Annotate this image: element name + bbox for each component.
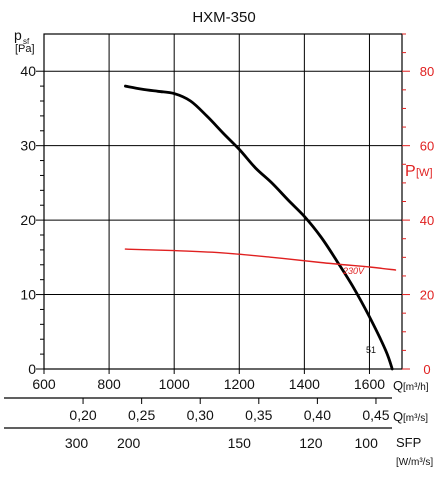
left-axis-subscript: sf [23,37,30,46]
secondary-tick-label: 200 [117,435,141,451]
secondary-tick-label: 0,40 [304,407,331,423]
x-ticks: 600 800 1000 1200 1400 1600 [32,369,385,392]
pressure-curve-line [124,84,394,371]
secondary-tick-label: 300 [65,435,89,451]
x-axis-unit: [m³/h] [403,382,429,393]
x-tick-label: 1000 [159,376,190,392]
right-tick-label: 20 [420,288,434,303]
left-axis-unit: [Pa] [15,43,35,55]
x-axis-label: Q [m³/h] [393,378,429,393]
secondary-axis-sfp: SFP [W/m³/s] 300 200 150 120 100 [4,427,433,468]
sfp-symbol: SFP [396,435,421,450]
x-tick-label: 1200 [224,376,255,392]
secondary-tick-label: 0,30 [187,407,214,423]
right-tick-label: 40 [420,213,434,228]
left-tick-label: 20 [20,212,36,228]
x-tick-label: 600 [32,376,56,392]
secondary-tick-label: 100 [355,435,379,451]
right-axis-unit: [W] [416,167,433,179]
series-labels: 51 230V [342,266,376,355]
plot-frame [43,33,403,370]
right-axis-label: P [W] [405,163,433,180]
flow-m3s-unit: [m³/s] [403,413,428,424]
pressure-curve-label: 51 [366,345,376,355]
x-axis-symbol: Q [393,378,403,393]
right-tick-label: 80 [420,64,434,79]
left-axis-symbol: p [14,27,22,43]
left-tick-label: 40 [20,63,36,79]
plot-border [43,33,403,370]
chart-title: HXM-350 [192,9,255,26]
grid [44,34,402,369]
power-curve-label: 230V [342,266,365,276]
sfp-unit: [W/m³/s] [396,457,433,468]
right-axis-symbol: P [405,163,416,180]
secondary-axis-flow-m3s: Q [m³/s] 0,20 0,25 0,30 0,35 0,40 0,45 [4,397,428,424]
x-tick-label: 1600 [354,376,385,392]
secondary-tick-label: 0,45 [362,407,389,423]
secondary-tick-label: 0,35 [245,407,272,423]
left-tick-label: 30 [20,138,36,154]
secondary-tick-label: 120 [299,435,323,451]
secondary-tick-label: 0,20 [69,407,96,423]
right-tick-label: 0 [423,362,430,377]
left-tick-label: 0 [28,361,36,377]
left-tick-label: 10 [20,287,36,303]
right-y-ticks: 0 20 40 60 80 [402,33,434,377]
secondary-tick-label: 0,25 [128,407,155,423]
left-y-ticks: 0 10 20 30 40 [20,63,44,377]
series-lines [124,84,397,371]
power-curve-line [124,248,397,271]
right-tick-label: 60 [420,139,434,154]
flow-m3s-symbol: Q [393,409,403,424]
x-tick-label: 800 [97,376,121,392]
x-tick-label: 1400 [289,376,320,392]
left-axis-label: p sf [Pa] [14,27,35,55]
secondary-tick-label: 150 [228,435,252,451]
